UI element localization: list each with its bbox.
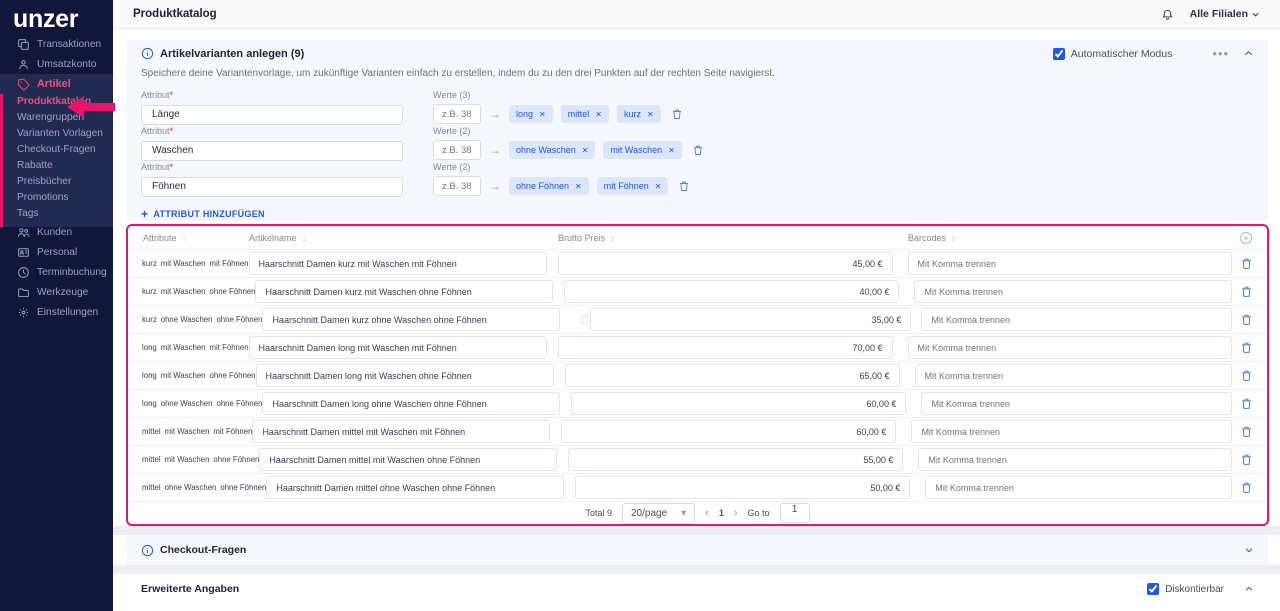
svg-text:unzer: unzer bbox=[13, 5, 79, 31]
